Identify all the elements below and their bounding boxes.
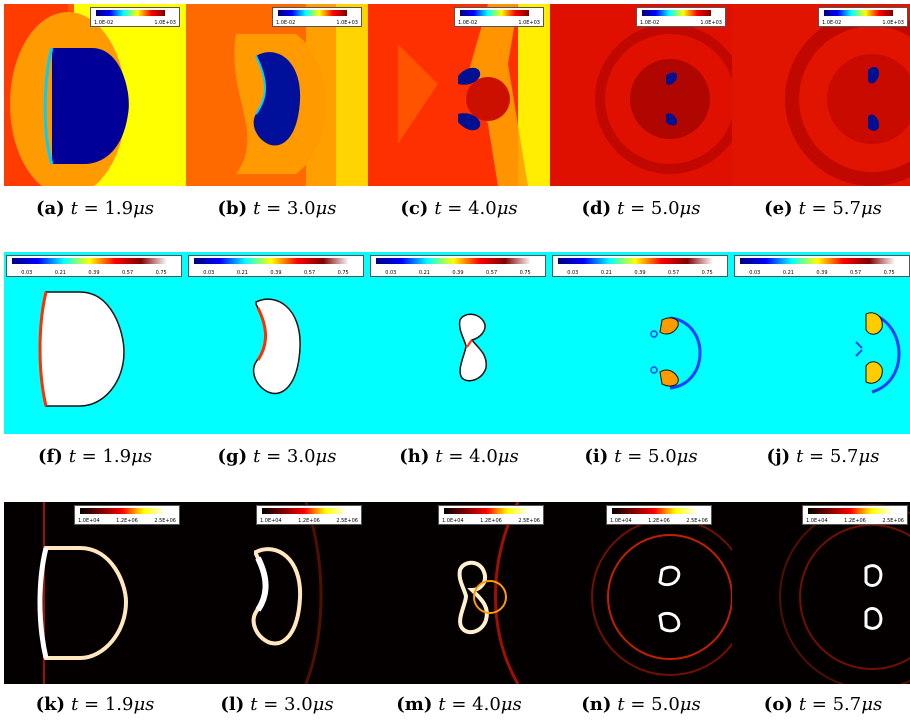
panel-a: 1.0E-02 1.0E+03 <box>4 4 186 186</box>
panel-f: 0.03 0.21 0.39 0.57 0.75 <box>4 252 186 434</box>
panel-c: 1.0E-02 1.0E+03 <box>368 4 550 186</box>
colorbar: 1.0E+04 1.2E+06 2.5E+06 <box>74 505 180 525</box>
caption-c: (c) t = 4.0μs <box>400 198 518 219</box>
caption-o: (o) t = 5.7μs <box>763 694 883 715</box>
caption-b: (b) t = 3.0μs <box>217 198 337 219</box>
panel-d: 1.0E-02 1.0E+03 <box>550 4 732 186</box>
panel-h-field <box>458 313 487 382</box>
panel-m: 1.0E+04 1.2E+06 2.5E+06 <box>368 502 550 684</box>
caption-e: (e) t = 5.7μs <box>764 198 882 219</box>
caption-j: (j) t = 5.7μs <box>766 446 880 467</box>
panel-o-field <box>779 504 910 684</box>
caption-d: (d) t = 5.0μs <box>581 198 701 219</box>
caption-f: (f) t = 1.9μs <box>37 446 153 467</box>
caption-l: (l) t = 3.0μs <box>220 694 334 715</box>
panel-k: 1.0E+04 1.2E+06 2.5E+06 <box>4 502 186 684</box>
colorbar: 1.0E-02 1.0E+03 <box>272 7 362 27</box>
caption-g: (g) t = 3.0μs <box>217 446 337 467</box>
panel-d-field <box>595 24 732 174</box>
panel-f-field <box>38 291 125 407</box>
panel-g-field <box>252 298 301 395</box>
panel-n: 1.0E+04 1.2E+06 2.5E+06 <box>550 502 732 684</box>
panel-e: 1.0E-02 1.0E+03 <box>732 4 910 186</box>
panel-l-field <box>251 502 323 684</box>
panel-j-field <box>855 312 901 394</box>
caption-i: (i) t = 5.0μs <box>584 446 698 467</box>
colorbar: 1.0E-02 1.0E+03 <box>636 7 726 27</box>
panel-n-field <box>591 518 732 676</box>
panel-a-field <box>4 4 129 186</box>
panel-e-field <box>785 12 910 186</box>
panel-i-field <box>650 316 702 390</box>
caption-m: (m) t = 4.0μs <box>396 694 522 715</box>
panel-k-field <box>37 502 129 684</box>
panel-i: 0.03 0.21 0.39 0.57 0.75 <box>550 252 732 434</box>
panel-o: 1.0E+04 1.2E+06 2.5E+06 <box>732 502 910 684</box>
colorbar: 1.0E-02 1.0E+03 <box>818 7 908 27</box>
caption-a: (a) t = 1.9μs <box>35 198 155 219</box>
colorbar: 0.03 0.21 0.39 0.57 0.75 <box>552 255 728 277</box>
colorbar: 1.0E+04 1.2E+06 2.5E+06 <box>606 505 712 525</box>
caption-k: (k) t = 1.9μs <box>35 694 155 715</box>
colorbar: 0.03 0.21 0.39 0.57 0.75 <box>734 255 910 277</box>
panel-l: 1.0E+04 1.2E+06 2.5E+06 <box>186 502 368 684</box>
colorbar: 1.0E+04 1.2E+06 2.5E+06 <box>438 505 544 525</box>
panel-h: 0.03 0.21 0.39 0.57 0.75 <box>368 252 550 434</box>
caption-h: (h) t = 4.0μs <box>399 446 519 467</box>
colorbar: 1.0E+04 1.2E+06 2.5E+06 <box>802 505 908 525</box>
panel-m-field <box>457 502 520 684</box>
colorbar: 1.0E-02 1.0E+03 <box>90 7 180 27</box>
panel-b: 1.0E-02 1.0E+03 <box>186 4 368 186</box>
colorbar: 1.0E+04 1.2E+06 2.5E+06 <box>256 505 362 525</box>
colorbar: 0.03 0.21 0.39 0.57 0.75 <box>188 255 364 277</box>
caption-n: (n) t = 5.0μs <box>581 694 701 715</box>
panel-b-field <box>234 4 368 186</box>
colorbar: 1.0E-02 1.0E+03 <box>454 7 544 27</box>
colorbar: 0.03 0.21 0.39 0.57 0.75 <box>6 255 182 277</box>
panel-c-field <box>398 4 550 186</box>
panel-g: 0.03 0.21 0.39 0.57 0.75 <box>186 252 368 434</box>
colorbar: 0.03 0.21 0.39 0.57 0.75 <box>370 255 546 277</box>
panel-j: 0.03 0.21 0.39 0.57 0.75 <box>732 252 910 434</box>
